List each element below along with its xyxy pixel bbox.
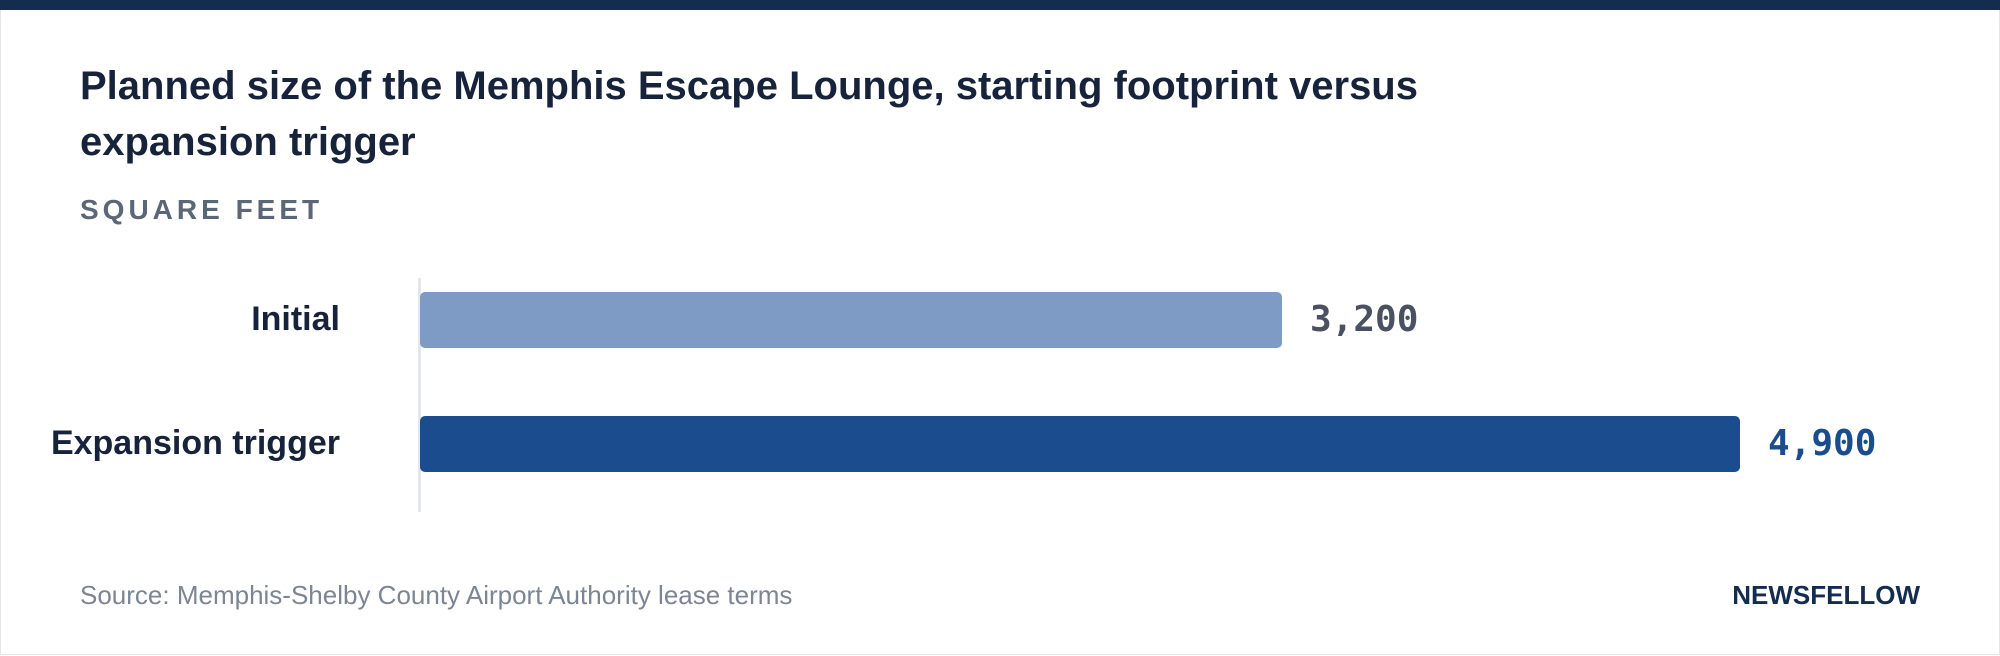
chart-title: Planned size of the Memphis Escape Loung… xyxy=(80,64,1418,164)
category-label: Initial xyxy=(251,300,340,338)
category-label: Expansion trigger xyxy=(50,424,340,462)
chart-subtitle: SQUARE FEET xyxy=(80,194,324,225)
bar-initial xyxy=(420,292,1282,348)
value-label: 3,200 xyxy=(1310,299,1419,340)
brand-logo: NEWSFELLOW xyxy=(1732,580,1920,610)
source-note: Source: Memphis-Shelby County Airport Au… xyxy=(80,580,793,610)
top-accent-bar xyxy=(0,0,2000,10)
baseline-axis xyxy=(418,278,421,512)
value-label: 4,900 xyxy=(1768,423,1877,464)
bar-expansion-trigger xyxy=(420,416,1740,472)
bar-chart: Initial 3,200 Expansion trigger 4,900 xyxy=(0,270,2000,520)
